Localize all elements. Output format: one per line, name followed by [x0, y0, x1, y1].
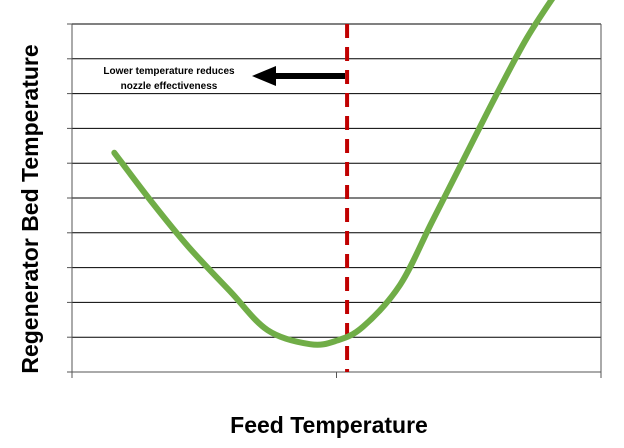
x-axis-title: Feed Temperature	[230, 412, 428, 438]
y-axis-title: Regenerator Bed Temperature	[17, 44, 43, 373]
series-layer	[111, 0, 556, 348]
annotation-line-2: nozzle effectiveness	[121, 81, 218, 92]
annotation-line-1: Lower temperature reduces	[103, 66, 235, 77]
annotation-layer: Lower temperature reduces nozzle effecti…	[103, 66, 345, 92]
series-line	[111, 0, 556, 348]
grid-layer	[72, 23, 602, 372]
axes-layer	[67, 23, 602, 378]
annotation-arrow-head	[252, 66, 276, 86]
